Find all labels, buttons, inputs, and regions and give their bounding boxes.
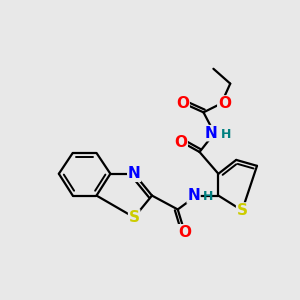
Text: N: N (205, 126, 218, 141)
Text: N: N (128, 166, 140, 181)
Text: N: N (187, 188, 200, 203)
Text: O: O (174, 135, 187, 150)
Text: S: S (129, 210, 140, 225)
Text: S: S (237, 203, 248, 218)
Text: O: O (218, 96, 231, 111)
Text: O: O (176, 96, 189, 111)
Text: O: O (178, 225, 191, 240)
Text: H: H (202, 190, 213, 203)
Text: H: H (221, 128, 232, 141)
